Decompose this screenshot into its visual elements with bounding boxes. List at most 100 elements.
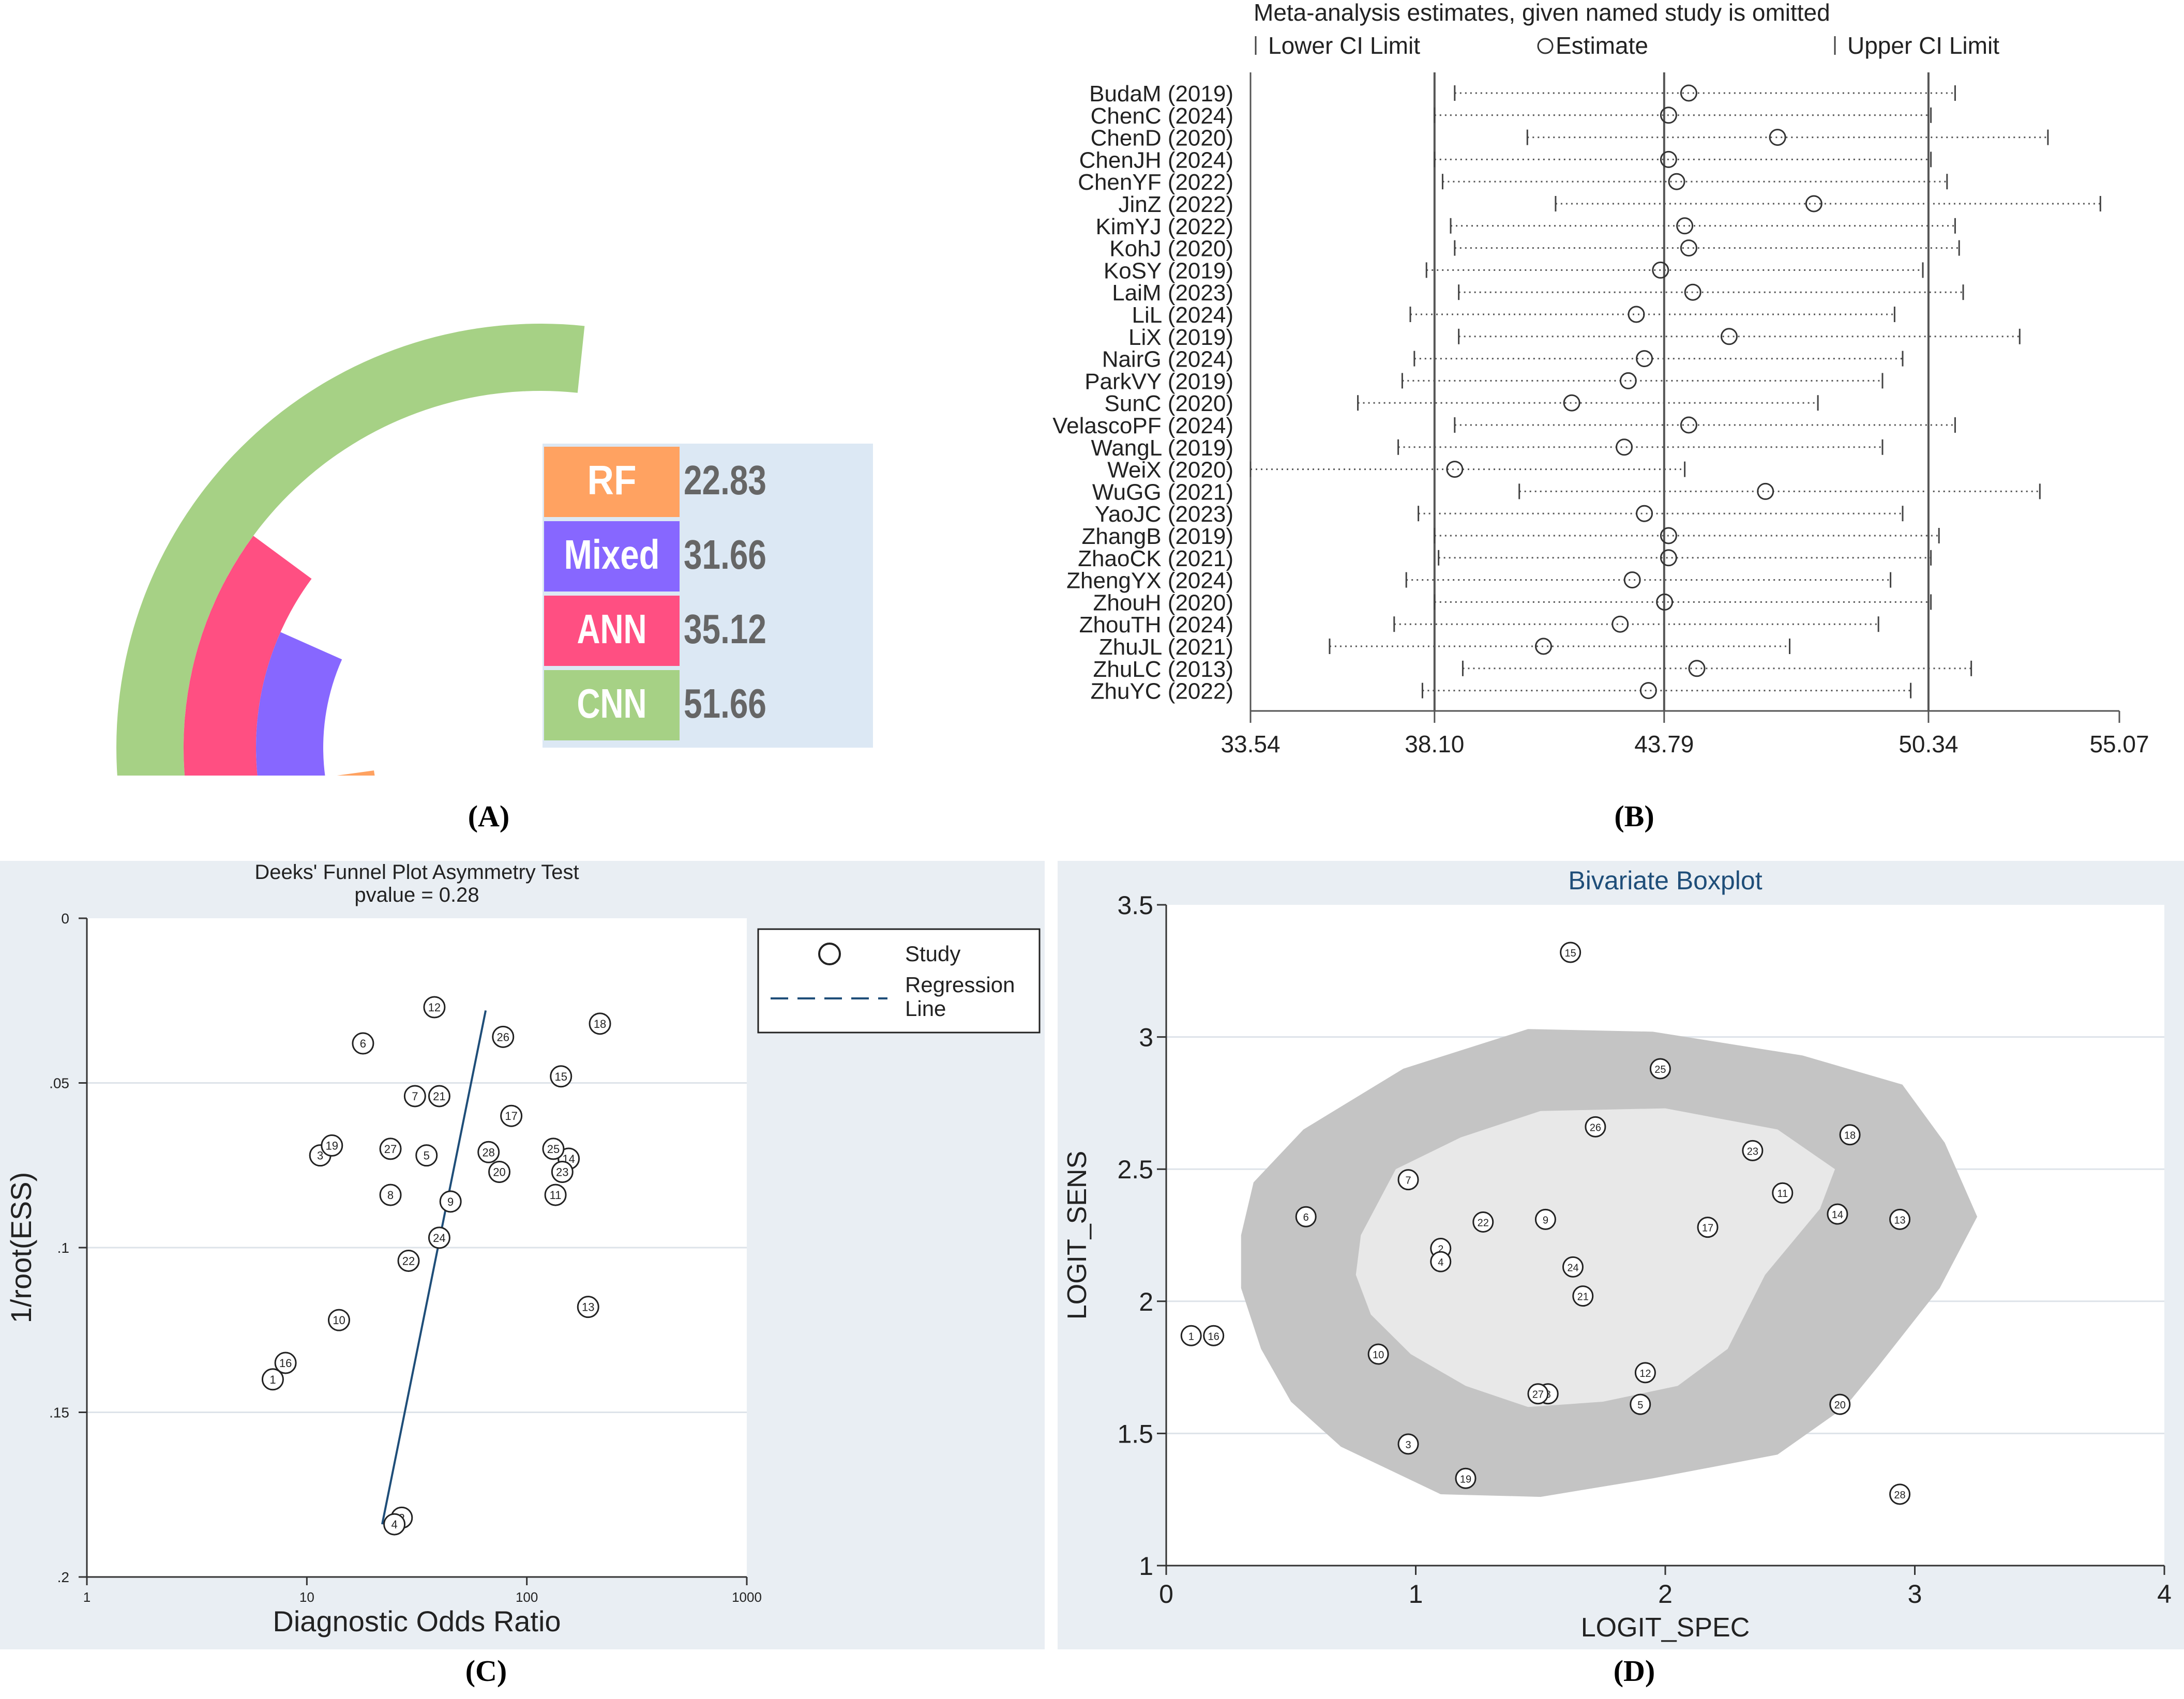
deeks-funnel-chart: Deeks' Funnel Plot Asymmetry Testpvalue … — [0, 861, 1045, 1649]
x-tick-label: 1000 — [732, 1589, 762, 1605]
study-point — [428, 1085, 450, 1108]
study-label: VelascoPF (2024) — [1052, 413, 1233, 438]
x-tick-label: 100 — [516, 1589, 538, 1605]
legend-estimate-label: Estimate — [1556, 32, 1648, 59]
study-point-label: 7 — [412, 1090, 418, 1103]
radial-bar-rf — [325, 770, 540, 965]
category-cell — [544, 596, 680, 666]
radial-bar-mixed — [256, 632, 540, 1032]
study-label: LiL (2024) — [1132, 302, 1234, 328]
study-point-label: 21 — [1577, 1292, 1589, 1303]
study-point — [1889, 1208, 1911, 1230]
legend-regression-label: Regression — [905, 973, 1015, 997]
study-label: KimYJ (2022) — [1095, 214, 1233, 239]
estimate-point — [1805, 195, 1822, 213]
study-point — [577, 1296, 599, 1318]
study-point — [327, 1309, 350, 1331]
study-label: YaoJC (2023) — [1095, 502, 1233, 527]
radial-bar-ann — [184, 536, 540, 1104]
inner-hull-region — [1355, 1108, 1835, 1407]
estimate-point — [1676, 217, 1694, 235]
study-label: ZhuJL (2021) — [1099, 634, 1233, 660]
study-label: ChenJH (2024) — [1079, 147, 1233, 173]
x-tick-label: 1 — [83, 1589, 91, 1605]
study-point — [542, 1137, 565, 1160]
study-point — [1560, 942, 1581, 963]
study-point — [1430, 1251, 1452, 1272]
study-point — [379, 1184, 402, 1206]
legend-study-marker — [818, 943, 841, 965]
study-point-label: 22 — [402, 1254, 415, 1267]
legend-upper-label: Upper CI Limit — [1847, 32, 1999, 59]
study-point-label: 16 — [1208, 1331, 1219, 1342]
study-point-label: 17 — [1702, 1223, 1713, 1234]
study-point — [383, 1513, 406, 1536]
study-point-label: 16 — [279, 1357, 292, 1370]
x-tick-label: 0 — [1159, 1580, 1173, 1609]
study-point-label: 28 — [1894, 1490, 1905, 1501]
study-label: KohJ (2020) — [1109, 236, 1233, 262]
study-label: BudaM (2019) — [1089, 81, 1233, 107]
panel-label-d: (D) — [1613, 1654, 1655, 1688]
category-cell — [544, 447, 680, 517]
study-point-label: 24 — [1567, 1262, 1578, 1273]
study-point — [551, 1160, 574, 1183]
panel-label-b: (B) — [1614, 799, 1654, 833]
study-point-label: 26 — [1590, 1122, 1601, 1133]
study-point — [492, 1025, 515, 1048]
estimate-point — [1446, 461, 1464, 478]
y-tick-label: 1.5 — [1117, 1419, 1153, 1448]
legend-study-label: Study — [905, 942, 960, 966]
study-point — [1697, 1217, 1719, 1238]
estimate-point — [1684, 283, 1701, 301]
study-point-label: 11 — [1777, 1188, 1788, 1200]
y-tick-label: 0 — [61, 911, 69, 927]
study-point-label: 27 — [1532, 1389, 1544, 1401]
study-point — [1742, 1140, 1764, 1161]
study-point — [1397, 1169, 1419, 1191]
panel-b: Meta-analysis estimates, given named stu… — [1034, 0, 2184, 776]
study-point-label: 9 — [1543, 1215, 1548, 1226]
study-point-label: 6 — [360, 1037, 366, 1050]
estimate-point — [1660, 150, 1677, 168]
study-point-label: 1 — [269, 1373, 276, 1386]
y-tick-label: 3 — [1139, 1023, 1153, 1052]
study-point — [500, 1104, 523, 1127]
study-point-label: 19 — [1460, 1474, 1471, 1485]
category-label: ANN — [577, 606, 647, 652]
study-label: ChenD (2020) — [1091, 126, 1233, 151]
study-label: ChenC (2024) — [1091, 103, 1233, 129]
study-point-label: 28 — [482, 1146, 494, 1159]
x-axis-label: LOGIT_SPEC — [1581, 1613, 1750, 1643]
study-point-label: 4 — [391, 1518, 397, 1531]
y-axis-label: 1/root(ESS) — [5, 1172, 37, 1324]
panel-label-c: (C) — [465, 1654, 507, 1688]
study-label: LiX (2019) — [1128, 325, 1233, 350]
study-point — [415, 1144, 438, 1167]
estimate-point — [1769, 129, 1786, 146]
chart-title: Deeks' Funnel Plot Asymmetry Test — [254, 861, 579, 884]
value-label: 22.83 — [684, 457, 766, 503]
x-tick-label: 3 — [1908, 1580, 1922, 1609]
study-label: WeiX (2020) — [1107, 458, 1233, 483]
x-tick-label: 38.10 — [1405, 731, 1464, 757]
study-point-label: 22 — [1478, 1217, 1489, 1228]
study-point — [1203, 1325, 1225, 1346]
x-tick-label: 10 — [299, 1589, 314, 1605]
study-label: ParkVY (2019) — [1085, 369, 1233, 394]
study-point-label: 12 — [428, 1001, 441, 1014]
estimate-point — [1636, 350, 1653, 368]
value-label: 51.66 — [684, 680, 766, 726]
study-point — [1534, 1208, 1556, 1230]
sensitivity-chart: Meta-analysis estimates, given named stu… — [1052, 0, 2149, 757]
category-label: RF — [588, 457, 637, 503]
study-point-label: 5 — [1637, 1400, 1643, 1411]
study-point-label: 12 — [1639, 1368, 1651, 1379]
regression-line — [381, 1010, 487, 1525]
y-tick-label: .2 — [57, 1569, 69, 1585]
study-point — [488, 1160, 511, 1183]
estimate-point — [1628, 306, 1645, 323]
x-tick-label: 2 — [1658, 1580, 1673, 1609]
study-point — [1367, 1343, 1389, 1365]
